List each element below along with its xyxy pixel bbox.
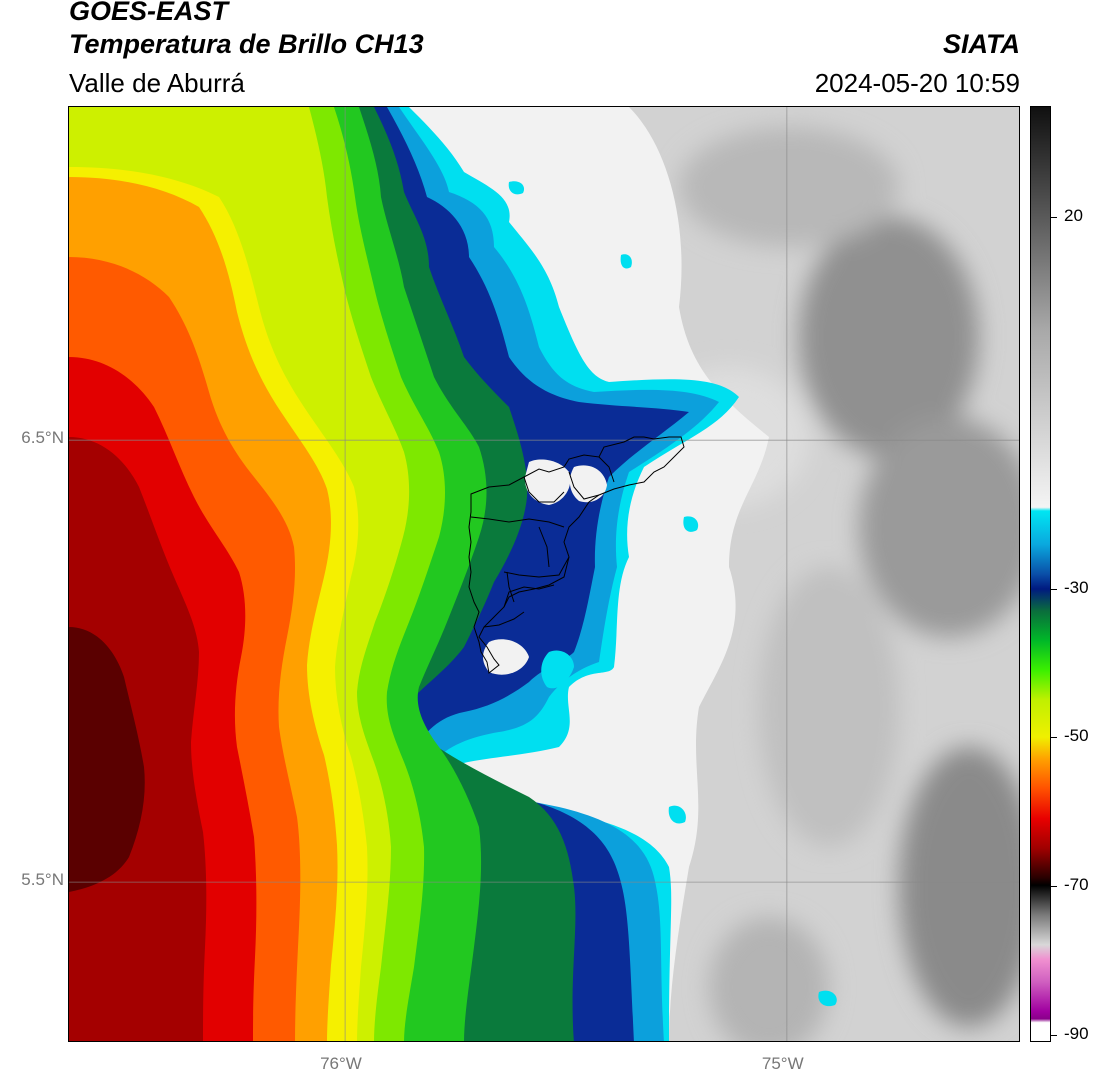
colorbar-tick-3 [1051, 886, 1057, 887]
timestamp: 2024-05-20 10:59 [814, 68, 1020, 98]
map-canvas [69, 107, 1019, 1041]
colorbar-tick-2 [1051, 737, 1057, 739]
product-title: Temperatura de Brillo CH13 [69, 29, 424, 59]
colorbar-tick-0 [1051, 217, 1057, 219]
colorbar-label-2: -50 [1064, 726, 1089, 746]
band-darkest-red [69, 627, 145, 892]
satellite-title: GOES-EAST [69, 0, 229, 26]
colorbar-tick-4 [1051, 1034, 1057, 1036]
agency-title: SIATA [943, 29, 1020, 59]
lon-label-1: 75°W [761, 1054, 804, 1073]
gridlines [69, 107, 1019, 1041]
lat-label-1: 5.5°N [21, 870, 64, 890]
colorbar-label-0: 20 [1064, 206, 1083, 226]
brightness-temperature-map [68, 106, 1020, 1042]
colorbar-label-3: -70 [1064, 875, 1089, 894]
region-title: Valle de Aburrá [69, 68, 245, 98]
lon-label-0: 76°W [320, 1054, 362, 1073]
colorbar [1030, 106, 1051, 1042]
lat-label-0: 6.5°N [21, 428, 64, 448]
colorbar-label-1: -30 [1064, 577, 1089, 597]
municipal-boundaries [468, 436, 685, 674]
colorbar-tick-1 [1051, 588, 1057, 590]
colorbar-label-4: -90 [1064, 1023, 1089, 1043]
